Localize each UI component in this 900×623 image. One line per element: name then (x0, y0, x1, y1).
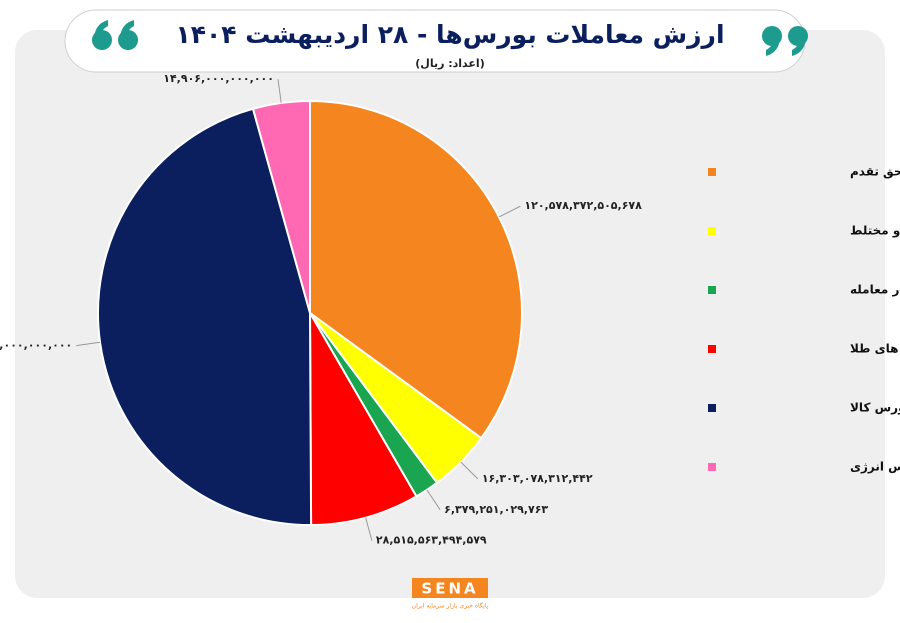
legend-label: سهام و حق تقدم (850, 165, 900, 180)
quote-left (92, 20, 138, 50)
legend-swatch (708, 345, 716, 353)
pie-slice (309, 99, 523, 440)
data-label: ۱۶,۳۰۳,۰۷۸,۳۱۲,۴۴۲ (482, 472, 593, 485)
leader-line (460, 461, 479, 480)
legend-swatch (708, 168, 716, 176)
quote-right (762, 26, 808, 56)
legend-swatch (708, 463, 716, 471)
data-label: ۱۲۰,۵۷۸,۳۷۲,۵۰۵,۶۷۸ (524, 199, 642, 212)
leader-line (76, 341, 101, 347)
legend-swatch (708, 227, 716, 235)
legend-label: صندوق سهامی و مختلط (850, 224, 900, 239)
data-label: ۲۸,۵۱۵,۵۶۳,۴۹۴,۵۷۹ (376, 534, 487, 547)
leader-line (426, 489, 441, 511)
leader-line (498, 205, 521, 218)
legend-label: بازار فیزیکی بورس انرژی (850, 460, 900, 475)
data-label: ۱۴,۹۰۶,۰۰۰,۰۰۰,۰۰۰ (163, 72, 274, 85)
data-label: ۶,۳۷۹,۲۵۱,۰۲۹,۷۶۳ (444, 503, 548, 516)
pie-slice (96, 107, 313, 526)
chart-subtitle: (اعداد: ریال) (415, 57, 484, 70)
pie-slice (251, 99, 311, 314)
legend-label: بازار فیزیکی بورس کالا (850, 401, 900, 416)
legend-label: صندوق های طلا (850, 342, 900, 357)
chart-title: ارزش معاملات بورس‌ها - ۲۸ اردیبهشت ۱۴۰۴ (175, 20, 724, 50)
leader-line (277, 79, 282, 104)
legend-swatch (708, 404, 716, 412)
legend-label: اختیار معامله (850, 283, 900, 297)
leader-line (365, 517, 373, 541)
legend-swatch (708, 286, 716, 294)
logo-box (412, 578, 488, 598)
logo: SENA (421, 580, 478, 598)
logo-caption: پایگاه خبری بازار سرمایه ایران (412, 602, 489, 610)
data-label: ۱۵۷,۴۳۹,۰۰۰,۰۰۰,۰۰۰ (0, 339, 72, 352)
